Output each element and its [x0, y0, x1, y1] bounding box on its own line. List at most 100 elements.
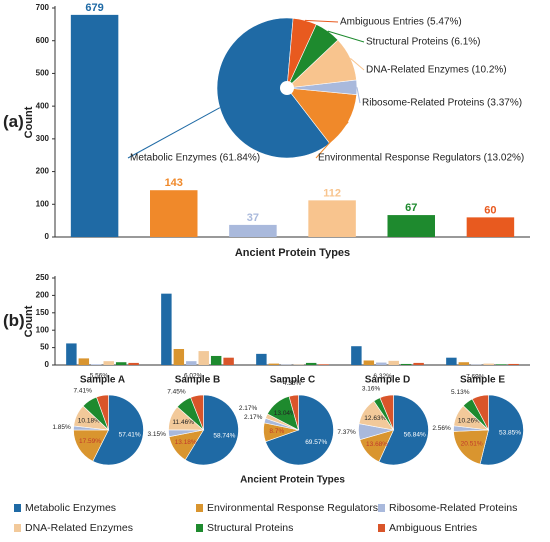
slice-label: 7.45%: [167, 388, 186, 395]
y-tick-label: 250: [36, 273, 50, 282]
x-tick-label: Sample B: [175, 375, 221, 386]
slice-label: 1.85%: [52, 424, 71, 431]
slice-label: Structural Proteins (6.1%): [366, 37, 481, 48]
slice-label: Metabolic Enzymes (61.84%): [130, 153, 260, 164]
leader-line: [356, 87, 361, 104]
y-tick-label: 500: [36, 69, 50, 78]
value-label: 112: [323, 187, 341, 199]
y-tick-label: 50: [40, 343, 49, 352]
bar: [161, 293, 172, 365]
bar: [128, 362, 139, 365]
slice-label: 2.56%: [432, 425, 451, 432]
bar: [308, 200, 356, 237]
x-tick-label: Sample D: [365, 375, 411, 386]
bar: [446, 357, 457, 365]
bar: [115, 362, 127, 365]
slice-label: 20.51%: [461, 440, 483, 447]
y-tick-label: 100: [36, 199, 50, 208]
pie-hole: [280, 81, 294, 95]
bar: [210, 355, 222, 365]
bar: [103, 361, 114, 365]
pie-slice: [379, 394, 394, 431]
legend-marker: [14, 524, 21, 532]
slice-label: 2.17%: [244, 414, 263, 421]
slice-label: 11.46%: [172, 419, 194, 426]
legend-label: Ribosome-Related Proteins: [389, 502, 517, 514]
bar: [268, 363, 280, 365]
pie-slice: [92, 394, 144, 466]
y-tick-label: 100: [36, 325, 50, 334]
bar: [466, 217, 515, 237]
slice-label: 5.13%: [451, 389, 470, 396]
leader-line: [304, 19, 339, 23]
x-tick-label: Sample E: [460, 375, 505, 386]
bar: [173, 348, 185, 365]
bar: [70, 14, 119, 238]
slice-label: Ribosome-Related Proteins (3.37%): [362, 98, 522, 109]
y-axis-label: Count: [23, 106, 35, 138]
legend-marker: [378, 524, 385, 532]
legend-marker: [196, 524, 203, 532]
slice-label: 6.02%: [184, 373, 203, 380]
pie-slice: [184, 394, 239, 466]
slice-label: 7.37%: [337, 429, 356, 436]
pie-slice: [288, 394, 299, 431]
slice-label: 69.57%: [305, 439, 327, 446]
bar: [223, 357, 234, 365]
value-label: 679: [85, 2, 103, 14]
y-tick-label: 0: [45, 360, 50, 369]
slice-label: 13.18%: [175, 439, 197, 446]
pie-slice: [190, 394, 204, 431]
slice-label: 3.15%: [147, 431, 166, 438]
y-tick-label: 200: [36, 167, 50, 176]
slice-label: Environmental Response Regulators (13.02…: [318, 153, 524, 164]
slice-label: 3.16%: [362, 385, 381, 392]
panel-label: (b): [3, 311, 25, 330]
slice-label: 13.68%: [366, 441, 388, 448]
legend-marker: [196, 504, 203, 512]
pie-slice: [378, 394, 429, 466]
slice-label: 6.32%: [373, 373, 392, 380]
slice-label: Ambiguous Entries (5.47%): [340, 17, 462, 28]
legend-marker: [378, 504, 385, 512]
legend-label: Environmental Response Regulators: [207, 502, 378, 514]
y-tick-label: 150: [36, 308, 50, 317]
bar: [363, 360, 375, 365]
y-tick-label: 300: [36, 134, 50, 143]
bar: [458, 362, 470, 365]
slice-label: 56.84%: [404, 431, 426, 438]
bar: [413, 362, 424, 365]
y-tick-label: 200: [36, 291, 50, 300]
bar: [318, 364, 329, 365]
slice-label: 10.18%: [78, 418, 100, 425]
bar: [508, 363, 519, 365]
bar: [305, 362, 317, 365]
x-axis-label: Ancient Protein Types: [235, 247, 350, 259]
y-axis-label: Count: [23, 305, 35, 337]
value-label: 67: [405, 202, 417, 214]
legend-label: DNA-Related Enzymes: [25, 522, 133, 534]
bar: [66, 343, 77, 365]
leader-line: [350, 58, 365, 71]
bar: [256, 353, 267, 365]
bar: [198, 351, 209, 365]
slice-label: 7.41%: [73, 387, 92, 394]
leader-line: [315, 121, 349, 159]
bar: [351, 346, 362, 365]
bar: [78, 358, 90, 365]
legend-marker: [14, 504, 21, 512]
legend-label: Metabolic Enzymes: [25, 502, 116, 514]
leader-line: [327, 30, 365, 43]
value-label: 37: [247, 212, 259, 224]
slice-label: 12.63%: [364, 415, 386, 422]
value-label: 143: [165, 177, 183, 189]
bar: [229, 224, 277, 237]
bar: [387, 215, 435, 237]
bar: [91, 364, 102, 365]
slice-label: 58.74%: [213, 433, 235, 440]
y-tick-label: 400: [36, 101, 50, 110]
pie-slice: [265, 394, 334, 466]
slice-label: 5.56%: [90, 373, 109, 380]
x-tick-label: Sample A: [80, 375, 125, 386]
bar: [400, 363, 412, 365]
